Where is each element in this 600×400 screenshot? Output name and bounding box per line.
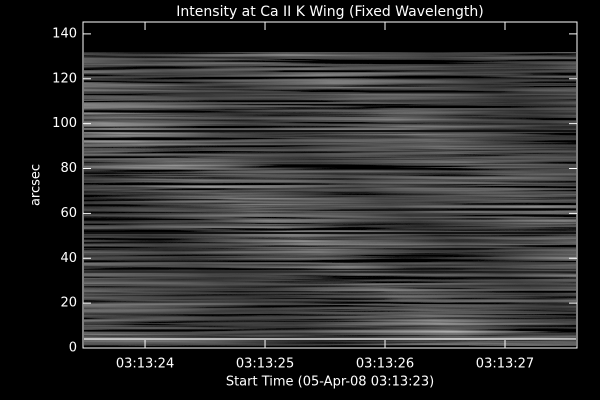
x-axis-label: Start Time (05-Apr-08 03:13:23) — [226, 375, 434, 390]
y-axis-label: arcsec — [29, 164, 44, 206]
plot-frame — [82, 21, 578, 349]
chart-title: Intensity at Ca II K Wing (Fixed Wavelen… — [176, 4, 483, 20]
y-tick-label: 140 — [52, 26, 77, 41]
x-tick-label: 03:13:24 — [116, 357, 174, 372]
y-tick-label: 20 — [60, 296, 77, 311]
y-tick-label: 80 — [60, 161, 77, 176]
x-tick-label: 03:13:26 — [356, 357, 414, 372]
y-tick-label: 100 — [52, 116, 77, 131]
x-tick-label: 03:13:27 — [476, 357, 534, 372]
y-tick-label: 40 — [60, 251, 77, 266]
y-tick-label: 0 — [69, 341, 77, 356]
intensity-image — [84, 52, 576, 346]
image-texture — [84, 52, 576, 346]
y-tick-label: 120 — [52, 71, 77, 86]
x-tick-label: 03:13:25 — [236, 357, 294, 372]
y-tick-label: 60 — [60, 206, 77, 221]
